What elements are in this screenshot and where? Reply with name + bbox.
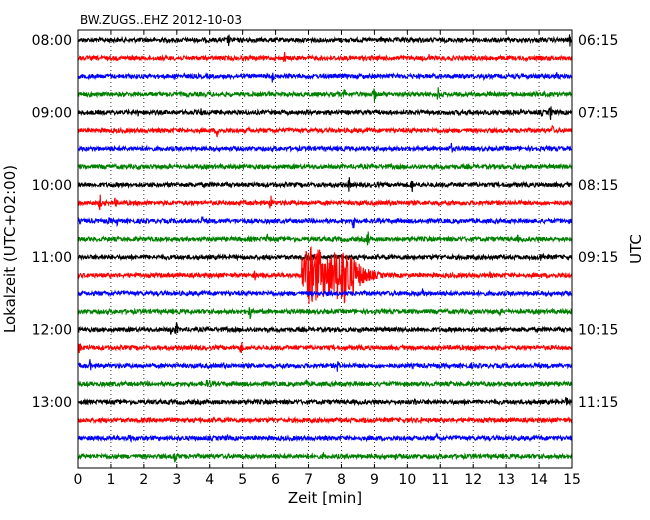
trace-line	[77, 307, 573, 320]
trace-line	[77, 142, 573, 153]
left-tick-label: 11:00	[32, 250, 72, 266]
x-tick-label: 3	[172, 472, 181, 488]
trace-line	[77, 125, 573, 138]
right-axis-label: UTC	[627, 234, 645, 264]
trace-line	[77, 415, 573, 425]
x-tick-label: 15	[563, 472, 581, 488]
traces	[77, 34, 573, 463]
right-tick-label: 06:15	[578, 33, 618, 49]
x-tick-label: 13	[497, 472, 515, 488]
trace-line	[77, 71, 573, 83]
x-tick-label: 6	[271, 472, 280, 488]
right-axis-ticks: 06:15 07:15 08:15 09:15 10:15 11:15	[567, 33, 618, 411]
x-axis-ticks: 0 1 2 3 4 5 6 7 8 9 10 11 12 13 14 15	[74, 30, 581, 488]
left-tick-label: 10:00	[32, 178, 72, 194]
right-tick-label: 07:15	[578, 105, 618, 121]
trace-line	[77, 87, 573, 102]
right-tick-label: 09:15	[578, 250, 618, 266]
trace-line	[77, 252, 573, 262]
trace-line	[77, 396, 573, 407]
trace-line	[77, 432, 573, 444]
x-tick-label: 9	[370, 472, 379, 488]
trace-line	[77, 106, 573, 120]
trace-line	[77, 378, 573, 389]
right-tick-label: 11:15	[578, 395, 618, 411]
right-tick-label: 10:15	[578, 323, 618, 339]
x-tick-label: 2	[139, 472, 148, 488]
x-tick-label: 1	[106, 472, 115, 488]
left-tick-label: 09:00	[32, 105, 72, 121]
trace-line	[77, 231, 573, 246]
trace-line	[77, 342, 573, 354]
x-tick-label: 4	[205, 472, 214, 488]
trace-line	[77, 322, 573, 335]
trace-line	[77, 34, 573, 47]
trace-line	[77, 288, 573, 298]
trace-line	[77, 162, 573, 171]
trace-line	[77, 177, 573, 192]
trace-line	[77, 51, 573, 63]
trace-line	[77, 194, 573, 211]
left-tick-label: 13:00	[32, 395, 72, 411]
chart-title: BW.ZUGS..EHZ 2012-10-03	[80, 13, 242, 27]
x-tick-label: 10	[398, 472, 416, 488]
x-tick-label: 5	[238, 472, 247, 488]
trace-line	[77, 216, 573, 229]
x-tick-label: 8	[337, 472, 346, 488]
x-tick-label: 14	[530, 472, 548, 488]
trace-line	[77, 359, 573, 372]
x-tick-label: 0	[74, 472, 83, 488]
left-axis-label: Lokalzeit (UTC+02:00)	[1, 165, 19, 333]
trace-line	[77, 245, 573, 304]
x-tick-label: 12	[464, 472, 482, 488]
left-tick-label: 08:00	[32, 33, 72, 49]
left-tick-label: 12:00	[32, 323, 72, 339]
plot-frame	[77, 29, 573, 469]
trace-line	[77, 452, 573, 463]
x-tick-label: 7	[304, 472, 313, 488]
left-axis-ticks: 08:00 09:00 10:00 11:00 12:00 13:00	[32, 33, 83, 411]
x-tick-label: 11	[431, 472, 449, 488]
x-axis-label: Zeit [min]	[288, 489, 362, 507]
right-tick-label: 08:15	[578, 178, 618, 194]
